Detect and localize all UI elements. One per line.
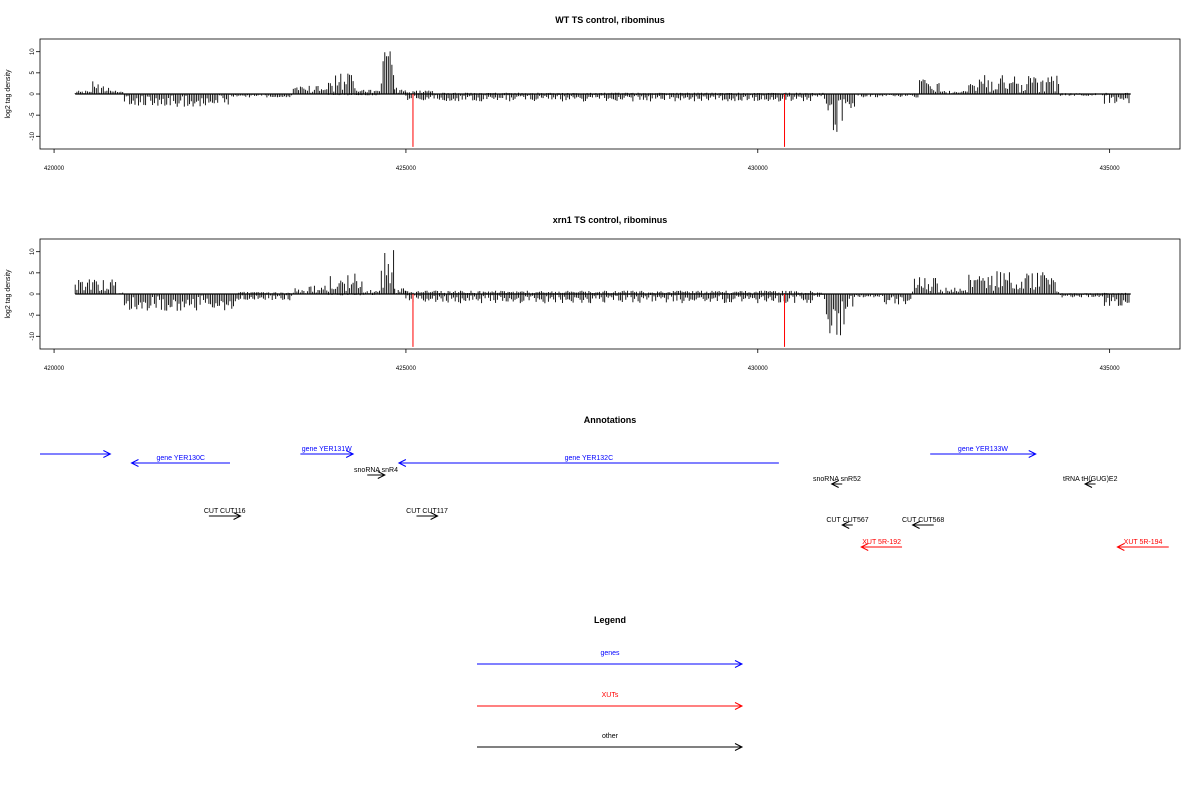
annotation-gene-partial-0-arrowhead (103, 450, 112, 458)
annotation-gene-yer132c: gene YER132C (397, 455, 779, 467)
wt-track-panel: WT TS control, ribominus log2 tag densit… (5, 15, 1181, 172)
legend-entry-xut: XUTs (477, 692, 744, 710)
annotation-trna-th-gug-e2-label: tRNA tH(GUG)E2 (1063, 476, 1118, 483)
annotation-trna-th-gug-e2: tRNA tH(GUG)E2 (1063, 476, 1118, 488)
annotations-panel: Annotations gene YER130C gene YER131W snoR… (40, 415, 1169, 551)
xrn1-y-tick-label: -10 (30, 331, 36, 340)
annotation-cut-cut116-label: CUT CUT116 (204, 508, 246, 515)
annotation-gene-partial-0 (40, 450, 112, 458)
legend-xut-label: XUTs (602, 692, 619, 699)
annotation-snorna-snr52-label: snoRNA snR52 (813, 476, 861, 483)
annotation-cut-cut568: CUT CUT568 (902, 517, 944, 529)
annotation-xut-5r-194-label: XUT 5R-194 (1124, 539, 1163, 546)
annotation-xut-5r-192: XUT 5R-192 (860, 539, 903, 551)
annotation-cut-cut567: CUT CUT567 (826, 517, 869, 529)
annotation-cut-cut567-arrowhead (841, 521, 850, 529)
annotation-gene-yer130c: gene YER130C (130, 455, 230, 467)
wt-y-axis-label: log2 tag density (5, 69, 12, 119)
xrn1-forward-strand-bars (74, 250, 1130, 294)
wt-x-tick-label: 425000 (396, 166, 417, 172)
annotation-cut-cut116: CUT CUT116 (204, 508, 246, 520)
annotation-xut-5r-194: XUT 5R-194 (1116, 539, 1169, 551)
annotation-cut-cut117-label: CUT CUT117 (406, 508, 448, 515)
legend-entry-other: other (477, 733, 744, 751)
wt-y-tick-label: 10 (30, 48, 36, 55)
xrn1-x-tick-label: 425000 (396, 366, 417, 372)
annotation-gene-yer130c-arrowhead (130, 459, 139, 467)
annotation-snorna-snr4-arrowhead (377, 471, 386, 479)
annotation-gene-yer133w-arrowhead (1028, 450, 1037, 458)
wt-y-tick-label: 0 (30, 92, 36, 96)
wt-reverse-strand-bars (123, 94, 1130, 132)
annotation-cut-cut567-label: CUT CUT567 (826, 517, 868, 524)
legend-gene-arrowhead (734, 660, 744, 668)
xrn1-y-tick-label: 0 (30, 292, 36, 296)
xrn1-reverse-strand-bars (123, 294, 1130, 336)
annotation-xut-5r-194-arrowhead (1116, 543, 1125, 551)
xrn1-signal-bars (74, 250, 1131, 347)
legend-xut-arrowhead (734, 702, 744, 710)
wt-track-title: WT TS control, ribominus (555, 15, 665, 25)
annotation-gene-yer131w-label: gene YER131W (302, 446, 352, 453)
annotation-trna-th-gug-e2-arrowhead (1083, 480, 1093, 488)
wt-y-tick-label: -10 (30, 131, 36, 140)
xrn1-axes: 10 5 0 -5 -10 420000 425000 430000 435000 (30, 248, 1120, 372)
annotation-snorna-snr52: snoRNA snR52 (813, 476, 861, 488)
legend-other-arrowhead (734, 743, 744, 751)
annotation-features: gene YER130C gene YER131W snoRNA snR4 gene … (40, 446, 1169, 551)
annotation-cut-cut568-label: CUT CUT568 (902, 517, 944, 524)
wt-x-tick-label: 435000 (1100, 166, 1121, 172)
xrn1-y-tick-label: 5 (30, 271, 36, 275)
annotation-gene-yer131w: gene YER131W (300, 446, 355, 458)
legend-other-label: other (602, 733, 619, 740)
xrn1-x-tick-label: 420000 (44, 366, 65, 372)
annotation-gene-yer132c-arrowhead (397, 459, 407, 467)
legend-entry-gene: genes (477, 650, 744, 668)
wt-x-tick-label: 420000 (44, 166, 65, 172)
annotation-cut-cut117: CUT CUT117 (406, 508, 448, 520)
annotation-gene-yer131w-arrowhead (345, 450, 355, 458)
xrn1-track-panel: xrn1 TS control, ribominus log2 tag dens… (5, 215, 1181, 372)
xrn1-track-title: xrn1 TS control, ribominus (553, 215, 668, 225)
legend-title: Legend (594, 615, 626, 625)
annotation-snorna-snr52-arrowhead (830, 480, 839, 488)
wt-y-tick-label: -5 (30, 112, 36, 118)
wt-y-tick-label: 5 (30, 71, 36, 75)
wt-signal-bars (74, 51, 1131, 147)
xrn1-x-tick-label: 435000 (1100, 366, 1121, 372)
annotation-cut-cut568-arrowhead (911, 521, 920, 529)
annotation-snorna-snr4: snoRNA snR4 (354, 467, 398, 479)
annotation-xut-5r-192-arrowhead (860, 543, 869, 551)
xrn1-x-tick-label: 430000 (748, 366, 769, 372)
annotation-snorna-snr4-label: snoRNA snR4 (354, 467, 398, 474)
legend-panel: Legend genes XUTs other (477, 615, 744, 751)
annotation-gene-yer133w-label: gene YER133W (958, 446, 1008, 453)
wt-x-tick-label: 430000 (748, 166, 769, 172)
annotation-gene-yer130c-label: gene YER130C (156, 455, 205, 462)
wt-axes: 10 5 0 -5 -10 420000 425000 430000 435000 (30, 48, 1120, 172)
xrn1-y-axis-label: log2 tag density (5, 269, 12, 319)
legend-entries: genes XUTs other (477, 650, 744, 751)
annotation-gene-yer133w: gene YER133W (930, 446, 1037, 458)
annotation-cut-cut117-arrowhead (430, 512, 439, 520)
legend-gene-label: genes (600, 650, 620, 657)
annotation-xut-5r-192-label: XUT 5R-192 (862, 539, 901, 546)
annotation-cut-cut116-arrowhead (233, 512, 242, 520)
annotations-title: Annotations (584, 415, 637, 425)
xrn1-y-tick-label: -5 (30, 312, 36, 318)
annotation-gene-yer132c-label: gene YER132C (565, 455, 614, 462)
xrn1-y-tick-label: 10 (30, 248, 36, 255)
wt-forward-strand-bars (74, 51, 1130, 94)
